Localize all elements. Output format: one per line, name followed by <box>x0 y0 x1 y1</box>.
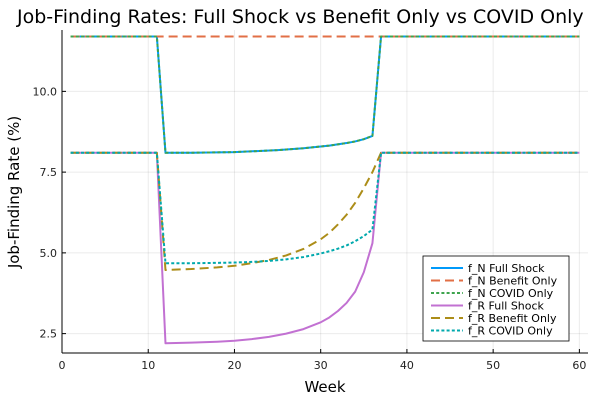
series-line-5 <box>70 151 580 271</box>
x-tick-label: 10 <box>141 359 155 372</box>
series-line-3 <box>70 35 580 154</box>
series-line-6 <box>70 151 580 265</box>
legend-label: f_N Benefit Only <box>468 275 558 288</box>
chart-title: Job-Finding Rates: Full Shock vs Benefit… <box>16 6 584 28</box>
x-tick-label: 50 <box>486 359 500 372</box>
legend-label: f_N COVID Only <box>468 287 554 300</box>
y-axis-label: Job-Finding Rate (%) <box>5 116 23 269</box>
y-tick-label: 7.5 <box>40 166 58 179</box>
legend-label: f_N Full Shock <box>468 262 545 275</box>
y-tick-label: 10.0 <box>33 85 58 98</box>
legend-label: f_R Benefit Only <box>468 312 557 325</box>
x-tick-label: 60 <box>572 359 586 372</box>
grid <box>61 30 588 353</box>
legend-label: f_R COVID Only <box>468 325 553 338</box>
y-ticks: 2.5 5.0 7.5 10.0 <box>33 85 66 341</box>
legend-label: f_R Full Shock <box>468 300 545 313</box>
y-tick-label: 2.5 <box>40 328 58 341</box>
x-tick-label: 0 <box>59 359 66 372</box>
x-tick-label: 30 <box>314 359 328 372</box>
x-ticks: 0 10 20 30 40 50 60 <box>59 349 586 372</box>
y-tick-label: 5.0 <box>40 247 58 260</box>
series-lines <box>70 35 580 345</box>
x-tick-label: 40 <box>400 359 414 372</box>
x-axis-label: Week <box>304 378 345 396</box>
series-line-1 <box>70 35 580 154</box>
legend-box <box>422 255 570 342</box>
series-line-4 <box>70 151 580 345</box>
x-tick-label: 20 <box>227 359 241 372</box>
